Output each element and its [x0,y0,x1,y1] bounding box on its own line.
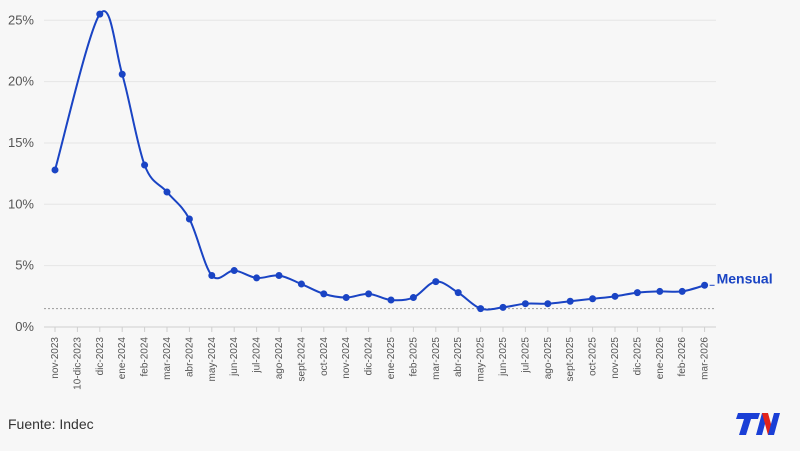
data-point[interactable] [544,300,552,308]
data-point[interactable] [521,300,529,308]
data-point[interactable] [387,296,395,304]
x-tick-label: may-2025 [476,337,487,382]
x-tick-label: jun-2024 [229,337,240,377]
x-tick-label: ene-2026 [655,337,666,380]
x-tick-label: 10-dic-2023 [72,337,83,390]
x-tick-label: mar-2025 [431,337,442,380]
tn-logo [736,413,780,435]
series-mensual: Mensual [51,10,773,313]
data-point[interactable] [230,267,238,275]
x-axis: nov-2023 10-dic-2023 dic-2023 ene-2024 feb-2… [50,327,711,390]
data-point[interactable] [253,274,261,282]
tn-logo-t [736,413,760,435]
x-tick-label: jul-2025 [520,337,531,374]
data-point[interactable] [342,294,350,302]
data-point[interactable] [297,280,305,288]
data-point[interactable] [633,289,641,297]
data-point[interactable] [185,215,193,223]
series-label-mensual: Mensual [717,270,773,286]
x-tick-label: nov-2024 [341,337,352,379]
source-note: Fuente: Indec [8,416,94,432]
data-point[interactable] [96,10,104,18]
data-point[interactable] [678,287,686,295]
x-tick-label: feb-2025 [408,337,419,377]
x-tick-label: abr-2024 [184,337,195,377]
series-line-mensual [54,10,705,311]
x-tick-label: abr-2025 [453,337,464,377]
x-tick-label: dic-2025 [632,337,643,376]
tn-logo-n-right [768,413,780,435]
data-point[interactable] [118,70,126,78]
data-point[interactable] [454,289,462,297]
data-point[interactable] [701,281,709,289]
x-tick-label: ago-2025 [543,337,554,380]
data-point[interactable] [320,290,328,298]
x-tick-label: nov-2025 [610,337,621,379]
x-tick-label: jun-2025 [498,337,509,377]
y-tick-label: 20% [8,74,34,89]
data-point[interactable] [275,271,283,279]
x-tick-label: oct-2024 [319,337,330,376]
x-tick-label: feb-2024 [140,337,151,377]
x-tick-label: may-2024 [207,337,218,382]
data-point[interactable] [566,297,574,305]
data-point[interactable] [432,278,440,286]
data-point[interactable] [589,295,597,303]
y-tick-label: 15% [8,135,34,150]
data-point[interactable] [365,290,373,298]
y-axis: 0% 5% 10% 15% 20% 25% [8,12,34,334]
x-tick-label: dic-2024 [364,337,375,376]
x-tick-label: mar-2024 [162,337,173,380]
data-point[interactable] [611,292,619,300]
data-point[interactable] [51,166,59,174]
x-tick-label: mar-2026 [700,337,711,380]
data-point[interactable] [409,294,417,302]
x-tick-label: sept-2024 [296,337,307,382]
y-tick-label: 25% [8,12,34,27]
x-tick-label: dic-2023 [95,337,106,376]
x-tick-label: ene-2024 [117,337,128,380]
y-tick-label: 10% [8,196,34,211]
data-point[interactable] [499,303,507,311]
y-tick-label: 5% [15,258,34,273]
x-tick-label: sept-2025 [565,337,576,382]
x-tick-label: oct-2025 [588,337,599,376]
x-tick-label: jul-2024 [252,337,263,374]
data-point[interactable] [141,161,149,169]
grid-lines [44,19,716,328]
x-tick-label: ene-2025 [386,337,397,380]
x-tick-label: ago-2024 [274,337,285,380]
data-point[interactable] [656,287,664,295]
y-tick-label: 0% [15,319,34,334]
data-point[interactable] [163,188,171,196]
x-tick-label: nov-2023 [50,337,61,379]
data-point[interactable] [208,271,216,279]
x-tick-label: feb-2026 [677,337,688,377]
data-point[interactable] [477,305,485,313]
